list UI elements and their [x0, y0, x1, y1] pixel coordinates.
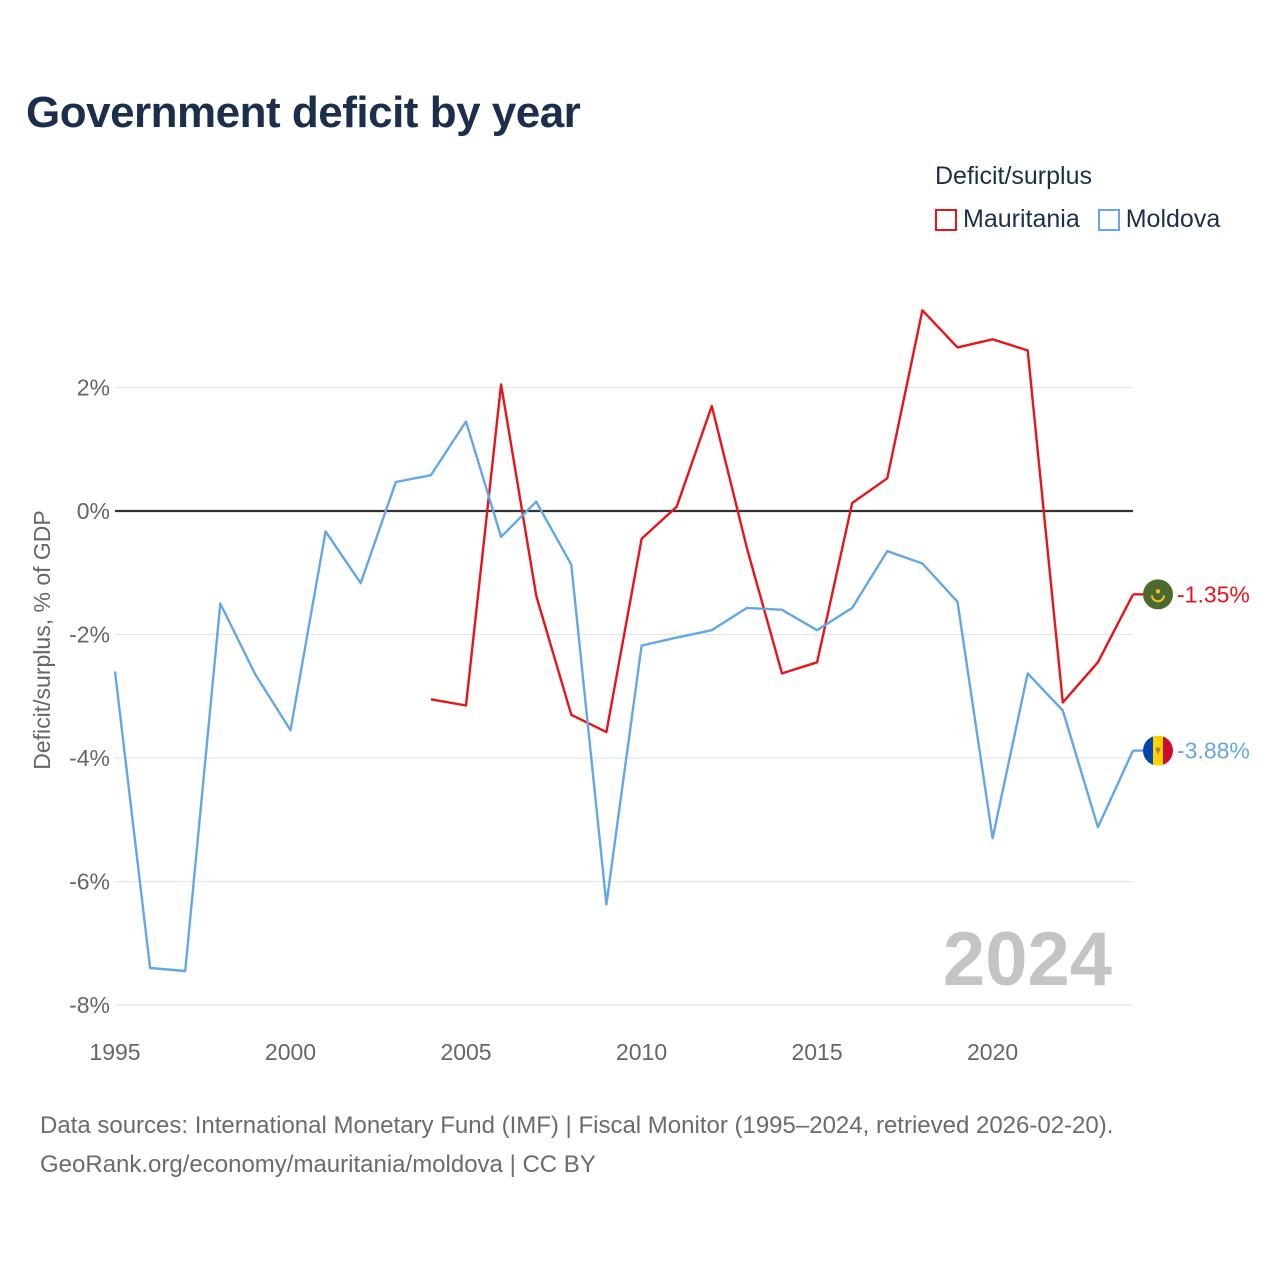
x-tick-label: 2020	[967, 1039, 1018, 1065]
x-tick-label: 2010	[616, 1039, 667, 1065]
legend-title: Deficit/surplus	[935, 162, 1092, 190]
x-axis-ticks: 1995 2000 2005 2010 2015 2020	[89, 1039, 1018, 1065]
footer-sources: Data sources: International Monetary Fun…	[40, 1112, 1114, 1139]
end-labels: -1.35% -3.88%	[1133, 579, 1250, 766]
y-axis-title: Deficit/surplus, % of GDP	[29, 510, 55, 769]
line-chart: 2% 0% -2% -4% -6% -8% 1995 2000 2005 2010 2015 202…	[29, 309, 1250, 1065]
legend-label-moldova: Moldova	[1125, 205, 1221, 233]
y-tick-label: -8%	[69, 992, 110, 1018]
legend-swatch-moldova	[1097, 208, 1120, 231]
mauritania-flag-icon	[1143, 579, 1173, 610]
series-line-moldova[interactable]	[113, 420, 1135, 973]
y-tick-label: 0%	[77, 498, 110, 524]
year-watermark: 2024	[943, 917, 1112, 1002]
y-tick-label: -2%	[69, 622, 110, 648]
series-line-mauritania[interactable]	[430, 309, 1135, 734]
y-tick-label: 2%	[77, 375, 110, 401]
legend-item-mauritania[interactable]: Mauritania	[935, 205, 1080, 234]
y-tick-label: -6%	[69, 869, 110, 895]
y-axis-ticks: 2% 0% -2% -4% -6% -8%	[69, 375, 110, 1019]
y-tick-label: -4%	[69, 745, 110, 771]
end-label-mauritania: -1.35%	[1177, 581, 1250, 607]
legend-swatch-mauritania	[935, 208, 957, 231]
series-lines	[113, 309, 1135, 973]
legend-item-moldova[interactable]: Moldova	[1097, 205, 1221, 234]
footer-credit: GeoRank.org/economy/mauritania/moldova |…	[40, 1151, 596, 1178]
legend-label-mauritania: Mauritania	[963, 205, 1080, 233]
moldova-flag-icon	[1143, 735, 1173, 766]
legend: Deficit/surplus Mauritania Moldova	[935, 162, 1238, 234]
x-tick-label: 2000	[265, 1039, 316, 1065]
x-tick-label: 2005	[440, 1039, 491, 1065]
chart-title: Government deficit by year	[26, 88, 581, 137]
footer: Data sources: International Monetary Fun…	[40, 1106, 1113, 1184]
x-tick-label: 1995	[89, 1039, 140, 1065]
end-label-moldova: -3.88%	[1177, 738, 1250, 764]
x-tick-label: 2015	[791, 1039, 842, 1065]
